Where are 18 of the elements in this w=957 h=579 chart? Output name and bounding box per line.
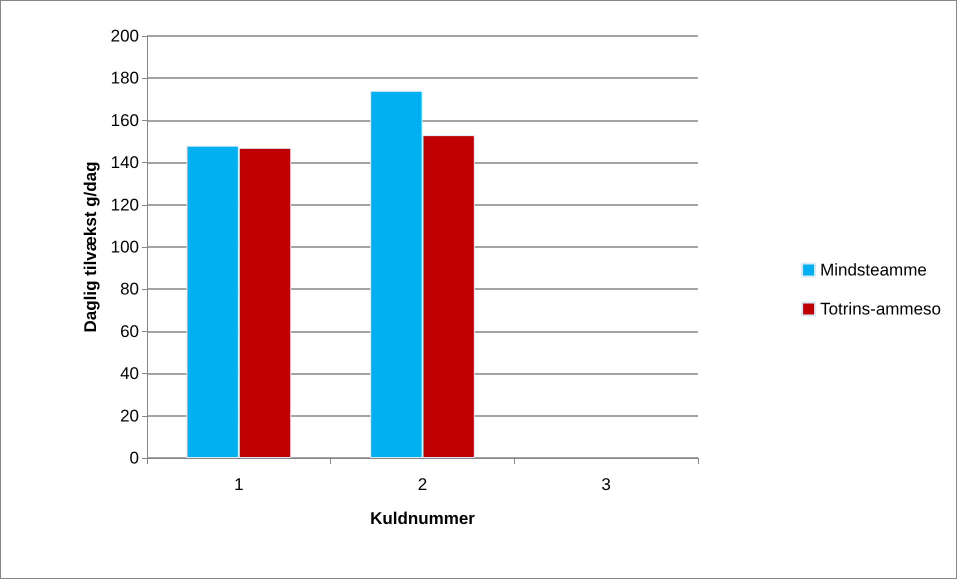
x-axis-title: Kuldnummer (370, 509, 476, 528)
y-tick-label: 120 (110, 195, 139, 214)
y-tick-label: 80 (120, 280, 139, 299)
y-tick-label: 60 (120, 322, 139, 341)
y-tick-label: 200 (110, 26, 139, 46)
legend-label: Totrins-ammeso (820, 300, 942, 318)
y-tick-label: 160 (110, 110, 139, 130)
x-tick-label: 3 (601, 475, 611, 494)
y-tick-label: 20 (120, 406, 139, 426)
y-tick-label: 40 (120, 364, 139, 384)
y-axis-title: Daglig tilvækst g/dag (81, 162, 100, 332)
y-tick-label: 100 (110, 238, 139, 256)
y-tick-label: 140 (110, 153, 139, 172)
y-tick-label: 180 (110, 68, 139, 88)
x-tick-label: 1 (234, 475, 244, 494)
x-tick-label: 2 (418, 475, 428, 494)
y-tick-label: 0 (130, 448, 139, 468)
legend-label: Mindsteamme (820, 260, 927, 280)
